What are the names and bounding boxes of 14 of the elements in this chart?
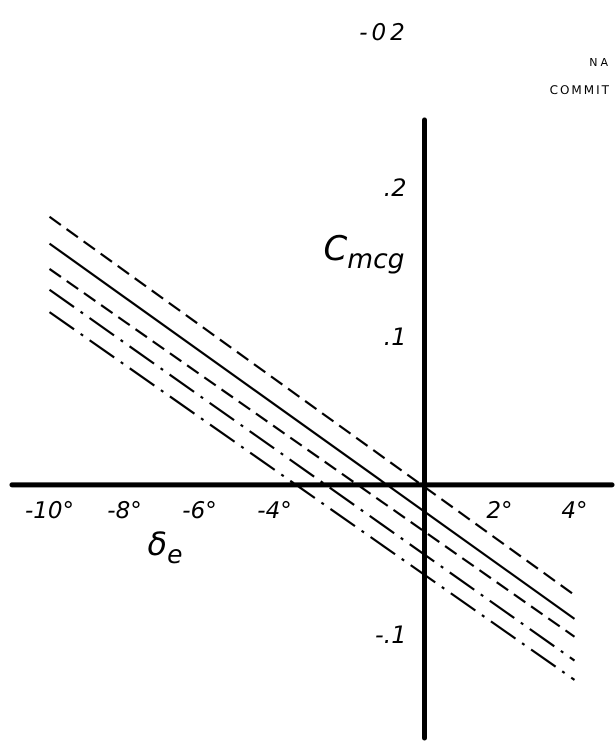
text: -02 <box>359 20 409 46</box>
x-axis-title: δ$_{e}$ <box>148 524 182 568</box>
text: NA <box>589 56 611 69</box>
y-tick-label: .1 <box>384 322 406 351</box>
x-tick-label: 2° <box>486 498 513 524</box>
y-tick-label: -.1 <box>374 620 406 649</box>
x-tick-label: -6° <box>182 498 217 524</box>
x-tick-label: -10° <box>24 498 74 524</box>
x-tick-label: -8° <box>107 498 142 524</box>
y-axis-title: C$_{mcg}$ <box>324 229 404 276</box>
x-tick-label: -4° <box>257 498 292 524</box>
text: COMMIT <box>550 83 611 97</box>
x-tick-label: 4° <box>561 498 588 524</box>
y-tick-label: .2 <box>384 174 406 202</box>
